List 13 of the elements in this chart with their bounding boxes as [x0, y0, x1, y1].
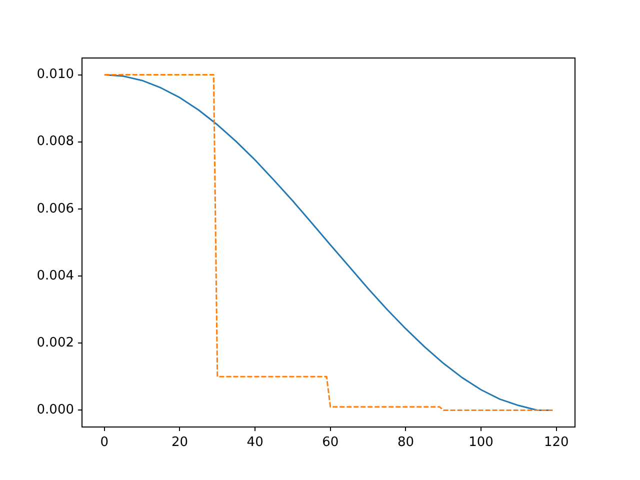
y-tick-label: 0.000 — [36, 402, 74, 418]
y-tick-label: 0.004 — [36, 268, 74, 284]
x-tick-label: 0 — [100, 435, 109, 450]
y-tick-label: 0.002 — [36, 336, 74, 351]
x-tick-label: 80 — [397, 435, 414, 450]
x-tick-label: 100 — [468, 435, 494, 450]
x-tick-label: 60 — [322, 435, 339, 450]
y-tick-label: 0.008 — [36, 134, 74, 150]
y-tick-label: 0.010 — [36, 67, 74, 82]
x-tick-label: 120 — [544, 435, 569, 450]
x-tick-label: 40 — [246, 435, 264, 450]
y-tick-label: 0.006 — [36, 201, 74, 216]
x-tick-label: 20 — [171, 435, 188, 450]
